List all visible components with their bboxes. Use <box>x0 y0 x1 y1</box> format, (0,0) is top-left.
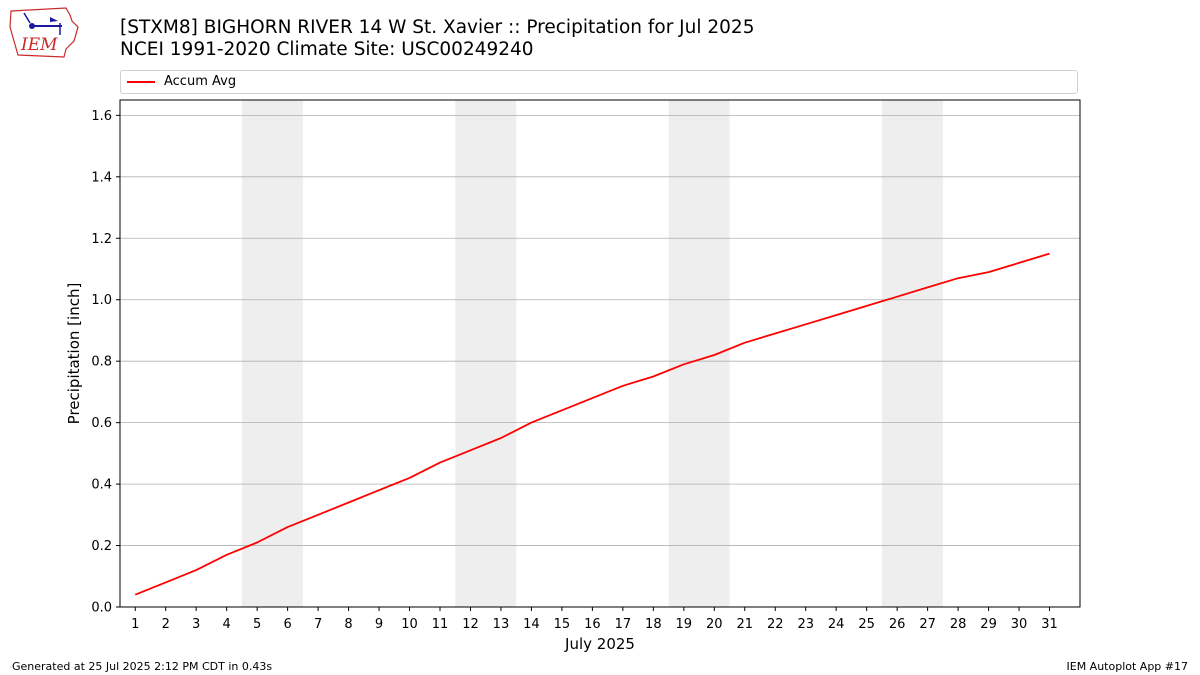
series-line-accum-avg <box>134 252 1050 596</box>
x-tick-label: 16 <box>584 617 601 632</box>
footer-generated-info: Generated at 25 Jul 2025 2:12 PM CDT in … <box>12 660 273 673</box>
x-tick-label: 23 <box>797 617 814 632</box>
y-tick-label: 1.0 <box>91 293 112 308</box>
x-axis-label: July 2025 <box>564 635 635 653</box>
footer-app-label: IEM Autoplot App #17 <box>1066 660 1189 673</box>
x-tick-label: 17 <box>615 617 632 632</box>
x-tick-label: 27 <box>919 617 936 632</box>
x-tick-label: 13 <box>493 617 510 632</box>
x-tick-label: 11 <box>432 617 449 632</box>
y-tick-label: 0.4 <box>91 478 112 493</box>
x-tick-label: 8 <box>344 617 352 632</box>
series-layer <box>134 252 1050 596</box>
x-tick-label: 20 <box>706 617 723 632</box>
x-axis: 1 2 3 4 5 6 7 8 9 10 11 12 13 14 15 16 17 18 19 20 21 22 23 24 2… <box>131 607 1058 632</box>
legend: Accum Avg <box>120 70 1078 94</box>
x-tick-label: 28 <box>950 617 967 632</box>
x-tick-label: 25 <box>858 617 875 632</box>
x-tick-label: 30 <box>1011 617 1028 632</box>
x-tick-label: 12 <box>462 617 479 632</box>
x-tick-label: 15 <box>554 617 571 632</box>
x-tick-label: 3 <box>192 617 200 632</box>
chart-title: [STXM8] BIGHORN RIVER 14 W St. Xavier ::… <box>120 17 755 38</box>
x-tick-label: 9 <box>375 617 383 632</box>
x-tick-label: 2 <box>162 617 170 632</box>
y-tick-label: 1.2 <box>91 232 112 247</box>
x-tick-label: 10 <box>401 617 418 632</box>
plot-frame <box>119 99 1081 608</box>
x-tick-label: 7 <box>314 617 322 632</box>
x-tick-label: 29 <box>980 617 997 632</box>
y-axis-label: Precipitation [inch] <box>65 283 83 425</box>
x-tick-label: 19 <box>676 617 693 632</box>
svg-text:IEM: IEM <box>20 35 58 55</box>
y-tick-label: 0.0 <box>91 601 112 616</box>
chart-subtitle: NCEI 1991-2020 Climate Site: USC00249240 <box>120 39 534 60</box>
x-tick-label: 21 <box>736 617 753 632</box>
weekend-band <box>881 100 943 607</box>
y-tick-label: 1.6 <box>91 109 112 124</box>
y-tick-label: 0.8 <box>91 355 112 370</box>
x-tick-label: 1 <box>131 617 139 632</box>
y-tick-label: 0.2 <box>91 539 112 554</box>
x-tick-label: 26 <box>889 617 906 632</box>
x-tick-label: 6 <box>283 617 291 632</box>
x-tick-label: 31 <box>1041 617 1058 632</box>
weekend-bands <box>241 100 943 607</box>
weekend-band <box>455 100 517 607</box>
x-tick-label: 5 <box>253 617 261 632</box>
iem-logo: IEM <box>9 7 79 58</box>
x-tick-label: 24 <box>828 617 845 632</box>
x-tick-label: 14 <box>523 617 540 632</box>
y-tick-label: 0.6 <box>91 416 112 431</box>
y-tick-label: 1.4 <box>91 170 112 185</box>
x-tick-label: 22 <box>767 617 784 632</box>
legend-line-swatch <box>127 81 155 83</box>
y-axis: 0.0 0.2 0.4 0.6 0.8 1.0 1.2 1.4 1.6 <box>91 109 120 616</box>
x-tick-label: 18 <box>645 617 662 632</box>
x-tick-label: 4 <box>223 617 231 632</box>
weekend-band <box>241 100 303 607</box>
legend-entry-accum-avg: Accum Avg <box>164 74 237 89</box>
